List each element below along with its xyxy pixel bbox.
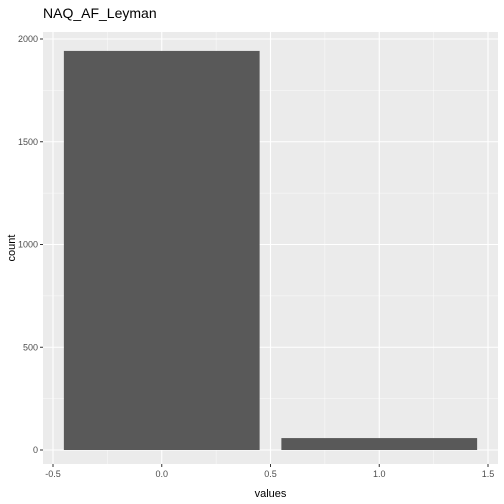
bar-0 [64, 51, 260, 450]
bar-1 [281, 438, 477, 450]
y-tick-label: 2000 [18, 34, 38, 44]
y-tick-label: 500 [23, 342, 38, 352]
y-tick-label: 0 [33, 445, 38, 455]
y-tick-label: 1500 [18, 137, 38, 147]
x-axis: -0.5 0.0 0.5 1.0 1.5 [45, 464, 494, 479]
y-tick-label: 1000 [18, 240, 38, 250]
x-tick-label: -0.5 [45, 469, 61, 479]
x-tick-label: 1.5 [482, 469, 495, 479]
x-tick-label: 0.5 [264, 469, 277, 479]
y-axis: 0 500 1000 1500 2000 [18, 34, 43, 455]
x-tick-label: 0.0 [155, 469, 168, 479]
x-axis-title: values [255, 488, 287, 500]
chart-title: NAQ_AF_Leyman [43, 5, 157, 21]
x-tick-label: 1.0 [373, 469, 386, 479]
y-axis-title: count [6, 235, 18, 262]
